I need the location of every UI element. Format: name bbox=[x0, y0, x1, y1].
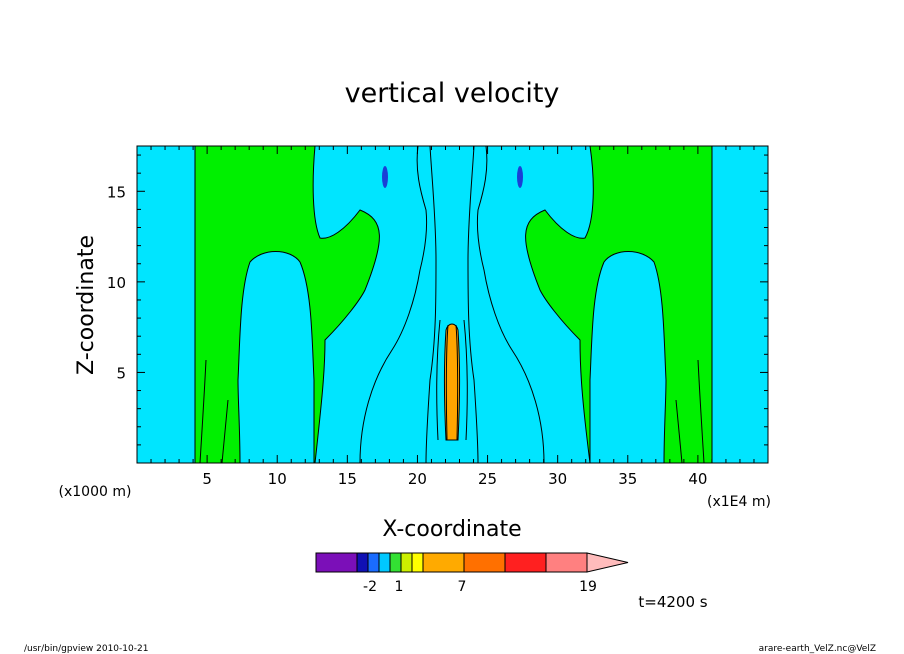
x-axis-label: X-coordinate bbox=[382, 517, 521, 542]
time-label: t=4200 s bbox=[638, 593, 707, 611]
chart-title: vertical velocity bbox=[345, 78, 560, 109]
colorbar-label: 7 bbox=[458, 579, 467, 595]
footer-left: /usr/bin/gpview 2010-10-21 bbox=[24, 644, 148, 654]
x-axis-ticks: 5 10 15 20 25 30 35 40 bbox=[136, 146, 769, 488]
region-orange-core bbox=[444, 323, 460, 441]
colorbar-swatch bbox=[504, 552, 547, 573]
region-cyan-center-left bbox=[359, 146, 437, 463]
colorbar-swatch bbox=[378, 552, 391, 573]
x-tick-label: 35 bbox=[618, 470, 637, 488]
region-cyan-left bbox=[237, 251, 315, 463]
colorbar-swatch bbox=[400, 552, 413, 573]
y-axis-ticks: 5 10 15 bbox=[107, 154, 768, 464]
colorbar-swatch bbox=[315, 552, 358, 573]
y-unit-note: (x1000 m) bbox=[59, 484, 132, 500]
region-cyan-right bbox=[589, 251, 667, 463]
y-tick-label: 15 bbox=[107, 183, 126, 201]
region-blue-right bbox=[517, 166, 523, 188]
region-cyan-center-right bbox=[467, 146, 545, 463]
x-tick-label: 30 bbox=[548, 470, 567, 488]
colorbar bbox=[315, 552, 629, 573]
x-tick-label: 5 bbox=[202, 470, 212, 488]
colorbar-label: 1 bbox=[395, 579, 404, 595]
colorbar-swatch bbox=[545, 552, 588, 573]
colorbar-swatch bbox=[422, 552, 465, 573]
y-tick-label: 10 bbox=[107, 274, 126, 292]
x-tick-label: 25 bbox=[478, 470, 497, 488]
x-tick-label: 15 bbox=[338, 470, 357, 488]
colorbar-labels: -2 1 7 19 bbox=[363, 579, 597, 595]
region-green bbox=[194, 146, 713, 463]
colorbar-swatch bbox=[411, 552, 424, 573]
x-unit-note: (x1E4 m) bbox=[707, 494, 771, 510]
plot-frame bbox=[136, 145, 769, 464]
region-blue-left bbox=[382, 166, 388, 188]
colorbar-arrow bbox=[586, 552, 629, 573]
colorbar-swatch bbox=[389, 552, 402, 573]
contour-lines bbox=[199, 319, 705, 463]
colorbar-swatch bbox=[367, 552, 380, 573]
colorbar-swatch bbox=[463, 552, 506, 573]
colorbar-swatch bbox=[356, 552, 369, 573]
colorbar-label: 19 bbox=[579, 579, 597, 595]
colorbar-label: -2 bbox=[363, 579, 377, 595]
footer-right: arare-earth_VelZ.nc@VelZ bbox=[759, 644, 876, 654]
y-axis-label: Z-coordinate bbox=[74, 235, 99, 375]
y-tick-label: 5 bbox=[116, 364, 126, 382]
x-tick-label: 40 bbox=[688, 470, 707, 488]
x-tick-label: 10 bbox=[268, 470, 287, 488]
plot-area: 5 10 15 20 25 30 35 40 5 10 15 bbox=[107, 145, 769, 488]
x-tick-label: 20 bbox=[408, 470, 427, 488]
